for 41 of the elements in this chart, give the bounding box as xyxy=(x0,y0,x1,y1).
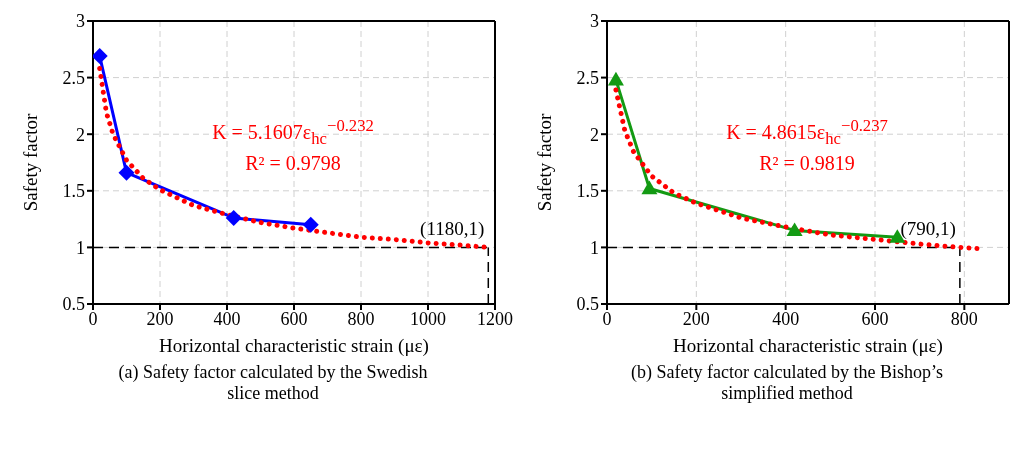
annotation: R² = 0.9819 xyxy=(758,150,856,175)
point xyxy=(118,164,135,181)
text: (b) Safety factor calculated by the Bishop’s simplified method xyxy=(630,362,944,404)
x-tick-label: 200 xyxy=(682,308,710,329)
x-tick-label: 0 xyxy=(602,308,612,329)
x-tick-label: 400 xyxy=(213,308,241,329)
text: (a) Safety factor calculated by the Swedish slice method xyxy=(117,362,429,404)
point xyxy=(786,222,803,237)
x-tick-label: 800 xyxy=(950,308,978,329)
x-tick-label: 200 xyxy=(146,308,174,329)
point xyxy=(225,209,242,226)
y-tick-label: 1 xyxy=(76,237,85,258)
point xyxy=(607,71,624,86)
y-tick-label: 3 xyxy=(590,11,599,32)
y-tick-label: 2.5 xyxy=(576,67,599,88)
annotation: R² = 0.9798 xyxy=(244,150,342,175)
y-tick-label: 1 xyxy=(590,237,599,258)
point xyxy=(93,48,108,65)
annotation: (790,1) xyxy=(900,218,956,241)
y-tick-label: 0.5 xyxy=(576,294,599,315)
annotation: (1180,1) xyxy=(420,218,485,241)
y-tick-label: 0.5 xyxy=(62,294,85,315)
x-tick-label: 1200 xyxy=(477,308,513,329)
y-axis-title: Safety factor xyxy=(19,113,41,212)
x-tick-label: 600 xyxy=(861,308,889,329)
x-axis-title: Horizontal characteristic strain (με) xyxy=(673,335,943,357)
y-tick-label: 2 xyxy=(76,124,85,145)
y-axis-title: Safety factor xyxy=(533,113,555,212)
x-tick-label: 400 xyxy=(772,308,800,329)
y-tick-label: 1.5 xyxy=(576,181,599,202)
x-tick-label: 1000 xyxy=(410,308,446,329)
x-tick-label: 0 xyxy=(88,308,98,329)
x-tick-label: 800 xyxy=(347,308,375,329)
x-axis-title: Horizontal characteristic strain (με) xyxy=(159,335,429,357)
y-tick-label: 1.5 xyxy=(62,181,85,202)
y-tick-label: 2.5 xyxy=(62,67,85,88)
x-tick-label: 600 xyxy=(280,308,308,329)
point xyxy=(641,180,658,195)
point xyxy=(302,216,319,233)
y-tick-label: 3 xyxy=(76,11,85,32)
y-tick-label: 2 xyxy=(590,124,599,145)
